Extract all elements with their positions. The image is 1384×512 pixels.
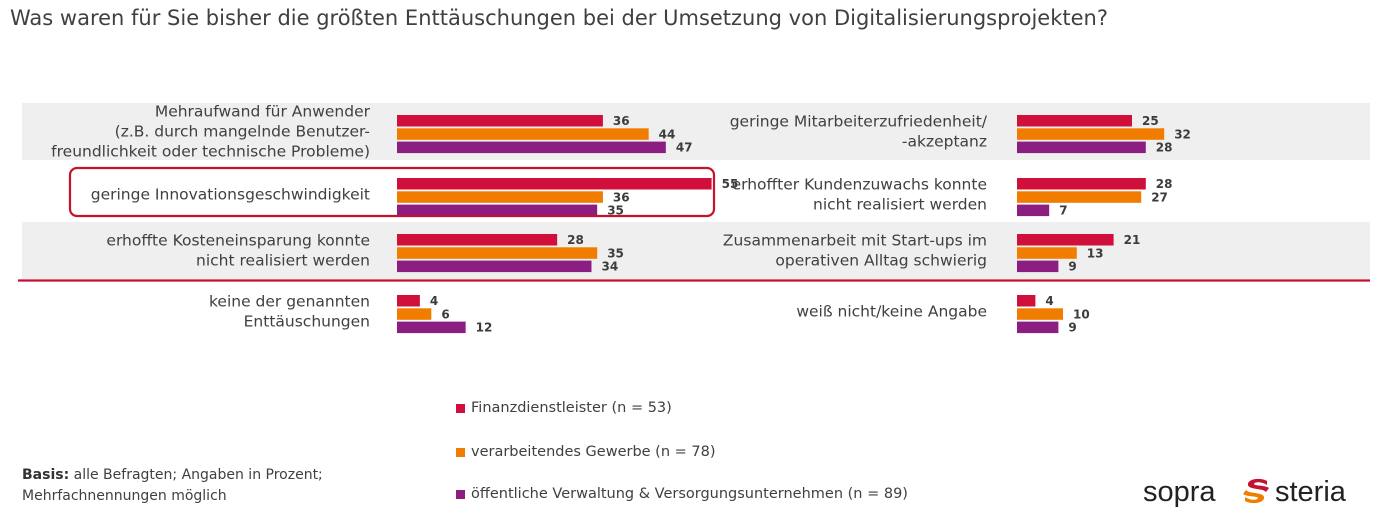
bar [397,204,598,217]
basis-line1: alle Befragten; Angaben in Prozent; [69,467,323,483]
legend-label: Finanzdienstleister (n = 53) [471,400,672,416]
data-label: 25 [1142,114,1159,128]
bar [397,115,603,127]
data-label: 6 [441,307,449,321]
legend-item-oeffentliche-verwaltung: öffentliche Verwaltung & Versorgungsunte… [456,486,908,502]
data-label: 35 [607,246,624,260]
sopra-steria-logo: sopra steria [1143,476,1347,508]
bar [1017,321,1059,334]
bar [1017,247,1077,259]
data-label: 47 [676,141,693,155]
legend-label: öffentliche Verwaltung & Versorgungsunte… [471,486,908,502]
basis-bold: Basis: [22,467,70,483]
legend-label: verarbeitendes Gewerbe (n = 78) [471,444,716,460]
data-label: 35 [607,204,624,218]
category-label: erhoffter Kundenzuwachs konnte nicht real… [732,176,987,214]
category-label: Zusammenarbeit mit Start-ups im operative… [723,232,987,270]
data-label: 44 [659,127,676,141]
bar [397,141,666,154]
bar [1017,308,1063,320]
data-label: 55 [722,177,739,191]
bar [397,295,420,307]
bar [1017,295,1036,307]
sopra-steria-s-icon [1243,478,1269,504]
data-label: 12 [476,321,493,335]
bar [397,234,558,246]
data-label: 4 [430,294,438,308]
bar [397,308,432,320]
chart-title: Was waren für Sie bisher die größten Ent… [10,6,1108,30]
bar [1017,128,1165,140]
logo-text-right: steria [1275,476,1347,508]
legend-swatch [456,489,465,499]
bar [1017,260,1059,273]
category-label: erhoffte Kosteneinsparung konnte nicht re… [106,232,370,270]
data-label: 27 [1151,190,1168,204]
data-label: 28 [1156,141,1173,155]
bar [397,260,592,273]
bar [1017,204,1050,217]
data-label: 36 [613,114,630,128]
data-label: 7 [1059,204,1067,218]
data-label: 28 [567,233,584,247]
data-label: 36 [613,190,630,204]
data-label: 9 [1068,260,1076,274]
legend-item-verarbeitendes-gewerbe: verarbeitendes Gewerbe (n = 78) [456,444,716,460]
category-label: weiß nicht/keine Angabe [796,303,987,321]
logo-text-left: sopra [1143,476,1216,508]
data-label: 34 [601,260,618,274]
bar [1017,234,1114,246]
data-label: 13 [1087,246,1104,260]
bar [1017,191,1142,203]
legend-swatch [456,447,465,457]
bar [397,191,603,203]
data-label: 10 [1073,307,1090,321]
bar [1017,115,1132,127]
data-label: 32 [1174,127,1191,141]
category-label: geringe Innovationsgeschwindigkeit [91,186,370,204]
row-shading [22,222,722,279]
data-label: 4 [1045,294,1053,308]
bar [1017,178,1146,190]
category-label: geringe Mitarbeiterzufriedenheit/-akzept… [730,113,988,151]
highlight-box [68,166,716,218]
data-label: 28 [1156,177,1173,191]
legend-item-finanzdienstleister: Finanzdienstleister (n = 53) [456,400,672,416]
bar [1017,141,1146,154]
bar [397,321,466,334]
bar [397,247,598,259]
basis-line2: Mehrfachnennungen möglich [22,488,227,504]
legend-swatch [456,403,465,413]
bar [397,178,712,190]
data-label: 9 [1068,321,1076,335]
basis-note: Basis: alle Befragten; Angaben in Prozen… [22,465,323,507]
bar [397,128,649,140]
category-label: keine der genannten Enttäuschungen [209,293,370,331]
category-label: Mehraufwand für Anwender (z.B. durch mang… [51,103,370,161]
data-label: 21 [1124,233,1141,247]
